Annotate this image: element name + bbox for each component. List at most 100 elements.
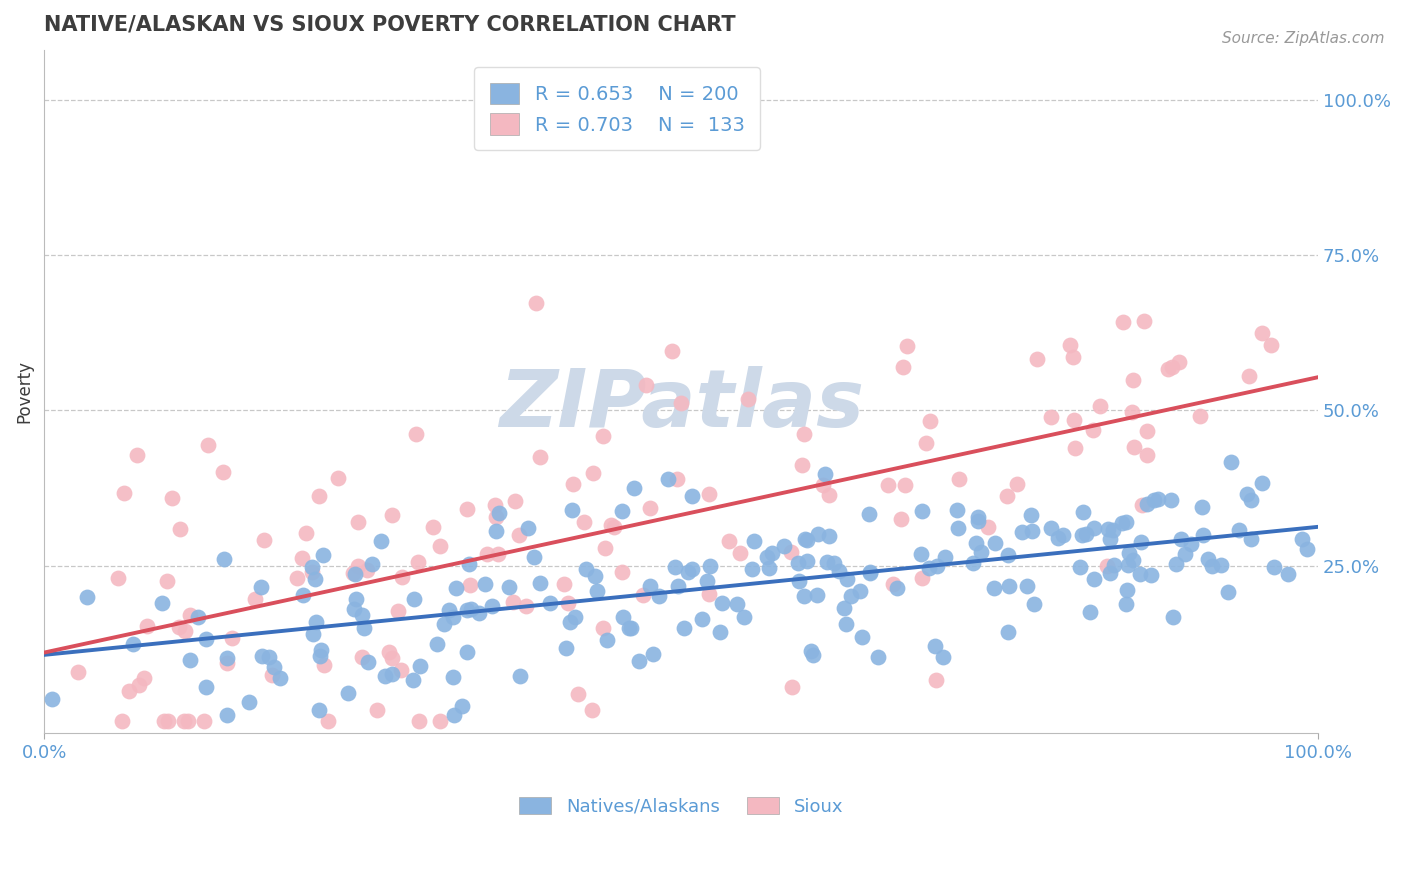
Natives/Alaskans [1296,542,1319,557]
Natives/Alaskans [560,502,582,516]
Sioux [633,588,655,602]
Natives/Alaskans [1180,537,1202,551]
Natives/Alaskans [758,561,780,575]
Sioux [260,667,283,681]
Natives/Alaskans [761,546,783,560]
Sioux [1081,424,1104,438]
Natives/Alaskans [301,627,323,641]
Natives/Alaskans [1250,475,1272,490]
Natives/Alaskans [1017,579,1039,593]
Sioux [567,687,589,701]
Natives/Alaskans [433,616,456,631]
Natives/Alaskans [250,580,273,594]
Natives/Alaskans [627,654,650,668]
Natives/Alaskans [859,566,882,581]
Sioux [890,512,912,526]
Natives/Alaskans [1104,558,1126,573]
Natives/Alaskans [441,670,464,684]
Sioux [197,438,219,452]
Natives/Alaskans [692,612,714,626]
Sioux [997,489,1019,503]
Sioux [405,427,427,442]
Sioux [134,671,156,685]
Natives/Alaskans [458,557,481,571]
Natives/Alaskans [1116,558,1139,572]
Sioux [366,703,388,717]
Sioux [378,645,401,659]
Sioux [308,489,330,503]
Sioux [475,547,498,561]
Natives/Alaskans [343,567,366,582]
Sioux [582,467,605,481]
Natives/Alaskans [1052,528,1074,542]
Natives/Alaskans [1083,572,1105,586]
Natives/Alaskans [238,694,260,708]
Sioux [156,574,179,589]
Natives/Alaskans [343,602,366,616]
Natives/Alaskans [1021,524,1043,538]
Sioux [1063,351,1085,365]
Natives/Alaskans [1174,547,1197,561]
Sioux [612,565,634,579]
Sioux [1260,338,1282,352]
Natives/Alaskans [409,659,432,673]
Natives/Alaskans [446,581,468,595]
Natives/Alaskans [212,552,235,566]
Sioux [779,545,801,559]
Sioux [314,657,336,672]
Natives/Alaskans [866,649,889,664]
Sioux [347,558,370,573]
Natives/Alaskans [474,577,496,591]
Natives/Alaskans [1083,521,1105,535]
Sioux [1136,448,1159,462]
Sioux [911,571,934,585]
Natives/Alaskans [934,550,956,565]
Sioux [561,476,583,491]
Natives/Alaskans [1216,585,1239,599]
Sioux [1136,424,1159,438]
Natives/Alaskans [946,503,969,517]
Sioux [603,520,626,534]
Sioux [1123,441,1146,455]
Natives/Alaskans [215,650,238,665]
Natives/Alaskans [946,521,969,535]
Natives/Alaskans [886,581,908,595]
Natives/Alaskans [1115,583,1137,598]
Sioux [918,414,941,428]
Natives/Alaskans [998,578,1021,592]
Sioux [112,486,135,500]
Natives/Alaskans [744,534,766,549]
Sioux [697,487,720,501]
Natives/Alaskans [815,556,838,570]
Sioux [595,541,617,555]
Natives/Alaskans [426,637,449,651]
Natives/Alaskans [195,680,218,694]
Sioux [599,518,621,533]
Natives/Alaskans [1115,515,1137,529]
Natives/Alaskans [1166,557,1188,571]
Sioux [212,465,235,479]
Natives/Alaskans [997,624,1019,639]
Sioux [669,396,692,410]
Natives/Alaskans [488,507,510,521]
Sioux [316,714,339,728]
Sioux [737,392,759,406]
Natives/Alaskans [1147,491,1170,506]
Sioux [553,577,575,591]
Sioux [1188,409,1211,423]
Natives/Alaskans [308,703,330,717]
Natives/Alaskans [827,564,849,578]
Natives/Alaskans [1070,528,1092,542]
Natives/Alaskans [311,548,333,562]
Natives/Alaskans [583,569,606,583]
Sioux [118,683,141,698]
Natives/Alaskans [381,667,404,681]
Sioux [245,592,267,607]
Natives/Alaskans [1161,610,1184,624]
Sioux [156,714,179,728]
Sioux [389,664,412,678]
Natives/Alaskans [309,643,332,657]
Sioux [301,566,323,580]
Natives/Alaskans [835,573,858,587]
Natives/Alaskans [1291,532,1313,546]
